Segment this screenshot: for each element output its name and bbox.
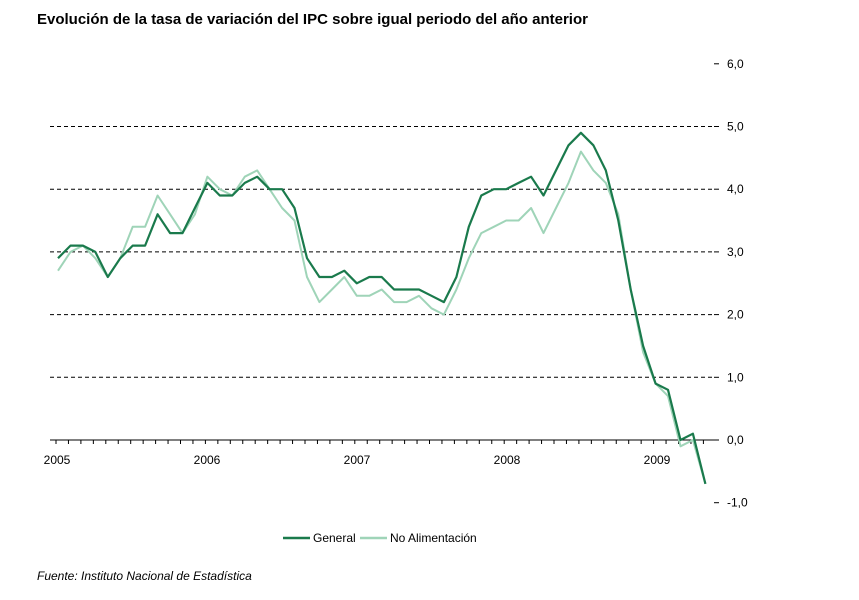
y-tick-label: 5,0 (727, 120, 744, 134)
x-tick-label: 2007 (344, 453, 371, 467)
x-tick-label: 2006 (194, 453, 221, 467)
legend-label: No Alimentación (390, 531, 477, 545)
x-tick-label: 2005 (44, 453, 71, 467)
x-tick-label: 2009 (644, 453, 671, 467)
gridlines (50, 126, 714, 378)
y-tick-label: 0,0 (727, 433, 744, 447)
y-tick-label: 1,0 (727, 370, 744, 384)
y-tick-label: 2,0 (727, 308, 744, 322)
y-tick-label: 6,0 (727, 57, 744, 71)
source-note: Fuente: Instituto Nacional de Estadístic… (37, 569, 252, 583)
series-line-no-alimentacion (57, 150, 707, 485)
legend-label: General (313, 531, 356, 545)
y-tick-label: 4,0 (727, 182, 744, 196)
y-tick-label: 3,0 (727, 245, 744, 259)
axes: -1,0 0,0 1,0 2,0 3,0 4,0 5,0 6,0 2005 2006 2007 200… (44, 57, 748, 510)
series-line-general (57, 131, 707, 485)
legend: General No Alimentación (283, 531, 477, 545)
series-lines (57, 131, 707, 485)
x-tick-label: 2008 (494, 453, 521, 467)
y-tick-label: -1,0 (727, 496, 748, 510)
chart-title: Evolución de la tasa de variación del IP… (37, 11, 588, 28)
